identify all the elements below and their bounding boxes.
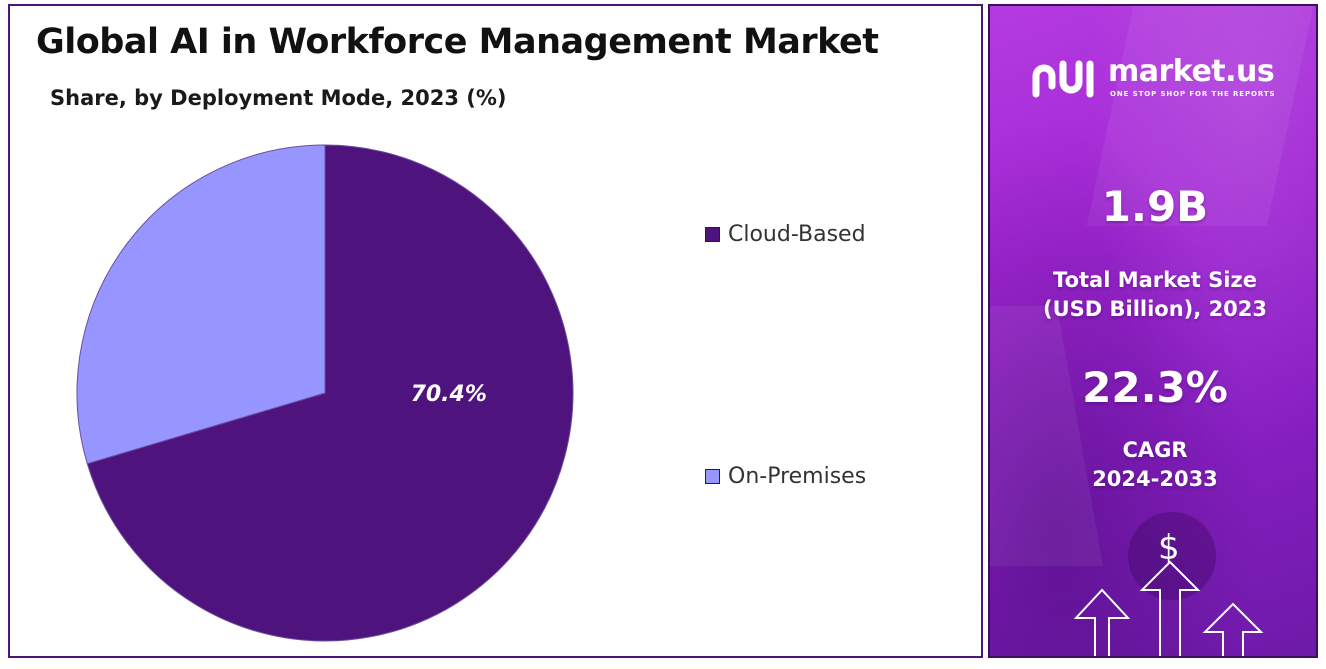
cagr-label-line2: 2024-2033: [1092, 467, 1218, 491]
legend-item-cloud-based: Cloud-Based: [705, 222, 866, 247]
growth-illustration: [1073, 512, 1264, 656]
coin-circle: [1128, 512, 1216, 600]
arrow-up-icon: [1139, 560, 1201, 656]
market-size-label: Total Market Size (USD Billion), 2023: [990, 266, 1316, 324]
cagr-label: CAGR 2024-2033: [990, 436, 1316, 494]
brand-logo: market.us ONE STOP SHOP FOR THE REPORTS: [1030, 54, 1300, 106]
legend-swatch-cloud-based: [705, 227, 720, 242]
legend-item-on-premises: On-Premises: [705, 464, 866, 489]
dollar-icon: $: [1158, 528, 1180, 568]
legend-swatch-on-premises: [705, 469, 720, 484]
pie-slice-cloud-based: [86, 144, 574, 642]
pie-chart: 70.4%: [76, 144, 574, 642]
brand-name: market.us: [1108, 54, 1275, 89]
legend: Cloud-Based On-Premises: [705, 216, 965, 506]
chart-title: Global AI in Workforce Management Market: [36, 22, 879, 62]
chart-panel: Global AI in Workforce Management Market…: [8, 4, 983, 658]
brand-tagline: ONE STOP SHOP FOR THE REPORTS: [1110, 90, 1276, 98]
market-size-label-line2: (USD Billion), 2023: [1042, 297, 1268, 321]
pie-slice-on-premises: [76, 144, 326, 465]
chart-subtitle: Share, by Deployment Mode, 2023 (%): [50, 86, 507, 110]
cagr-value: 22.3%: [1082, 363, 1228, 412]
market-size-value: 1.9B: [1101, 182, 1209, 231]
pie-labels: 70.4%: [411, 382, 487, 407]
arrow-up-icon: [1202, 602, 1264, 656]
pie-slices: [76, 144, 574, 642]
summary-panel: $ market.us ONE STOP SHOP FOR THE REPORT…: [988, 4, 1318, 658]
legend-label-cloud-based: Cloud-Based: [728, 222, 866, 247]
legend-label-on-premises: On-Premises: [728, 464, 867, 489]
cagr-label-line1: CAGR: [1122, 438, 1188, 462]
market-size-label-line1: Total Market Size: [1053, 268, 1257, 292]
arrow-up-icon: [1073, 588, 1131, 656]
logo-icon: [1032, 60, 1094, 98]
pie-data-label: 70.4%: [411, 382, 487, 407]
